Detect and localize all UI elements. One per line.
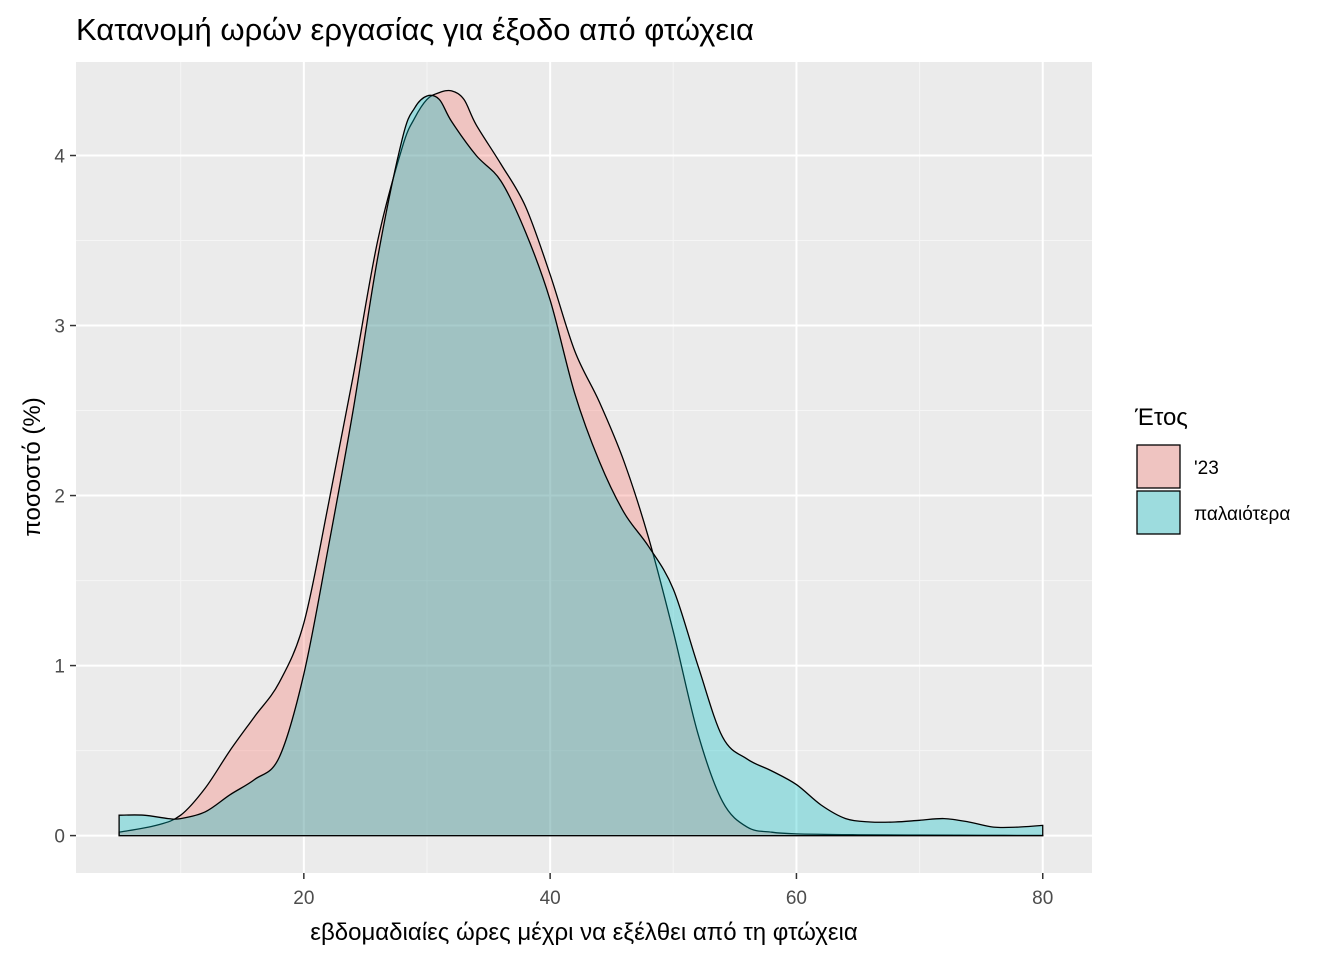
legend-swatch	[1136, 444, 1181, 489]
x-tick-label: 20	[293, 888, 314, 909]
legend-label: '23	[1194, 458, 1219, 479]
legend-key-background	[1137, 445, 1180, 488]
legend-item-series-1: παλαιότερα	[1136, 490, 1290, 535]
legend-key-background	[1137, 491, 1180, 534]
x-tick-label: 80	[1032, 888, 1053, 909]
x-tick-label: 60	[786, 888, 807, 909]
legend: Έτος '23 παλαιότερα	[1134, 404, 1290, 535]
legend-label: παλαιότερα	[1194, 504, 1290, 525]
y-tick-label: 1	[54, 657, 65, 678]
legend-item-series-0: '23	[1136, 444, 1219, 489]
legend-title: Έτος	[1134, 404, 1188, 431]
plot-panel	[76, 62, 1092, 873]
density-area-series-1	[118, 94, 1044, 837]
axis-ticks: 20 40 60 80 0 1 2 3 4	[54, 147, 1053, 909]
x-tick-label: 40	[540, 888, 561, 909]
density-areas	[118, 89, 1044, 837]
y-tick-label: 4	[54, 147, 65, 168]
chart-title: Κατανομή ωρών εργασίας για έξοδο από φτώ…	[76, 12, 754, 47]
y-tick-label: 2	[54, 487, 65, 508]
y-axis-title: ποσοστό (%)	[19, 397, 46, 536]
y-tick-label: 0	[54, 827, 65, 848]
y-tick-label: 3	[54, 317, 65, 338]
density-area-series-0	[118, 89, 1044, 837]
legend-swatch	[1136, 490, 1181, 535]
grid-lines	[76, 62, 1092, 873]
x-axis-title: εβδομαδιαίες ώρες μέχρι να εξέλθει από τ…	[310, 919, 858, 946]
